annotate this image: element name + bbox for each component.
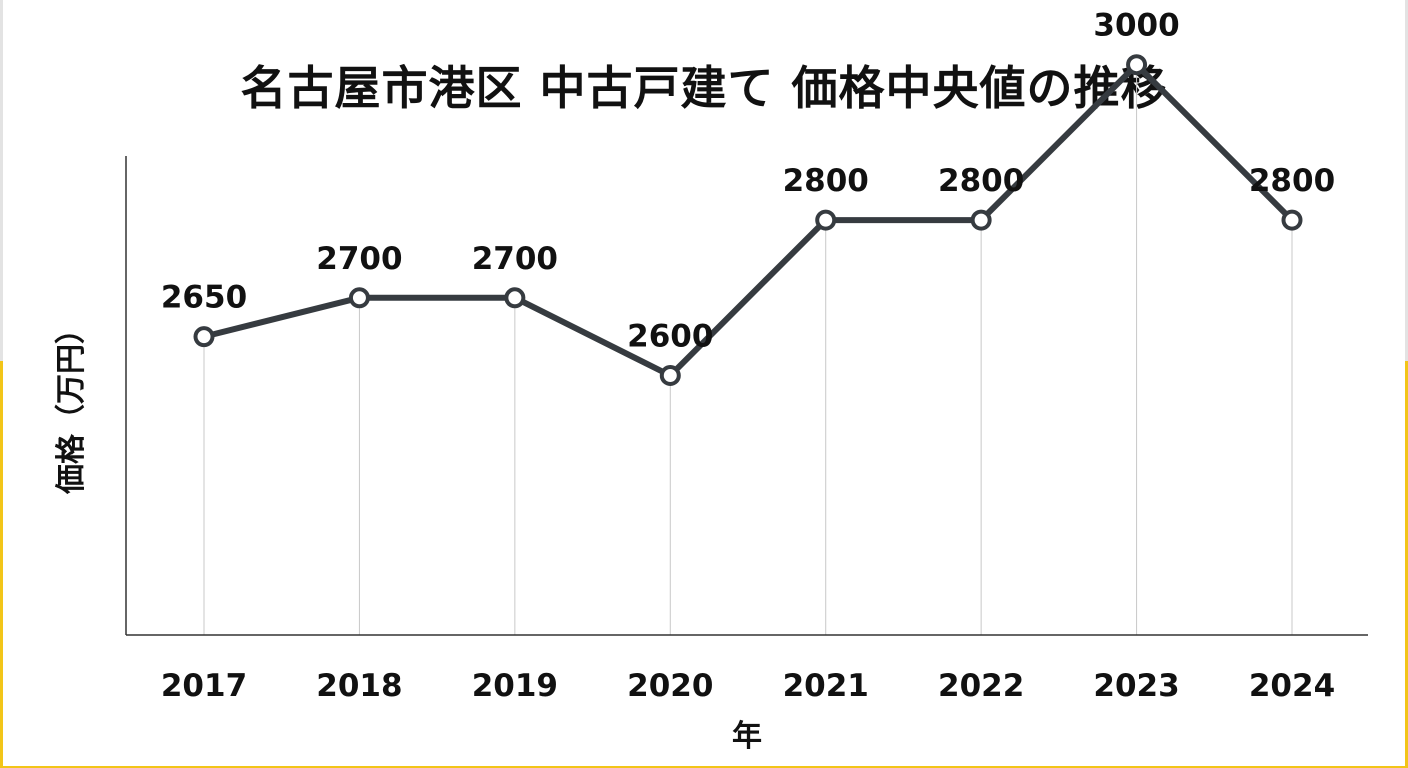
data-label-2022: 2800 [938, 163, 1024, 199]
data-point-2017 [193, 326, 215, 348]
x-axis-title: 年 [732, 719, 762, 754]
series-line-price [201, 61, 1295, 379]
data-label-2018: 2700 [316, 241, 402, 277]
bottom-edge-border [0, 766, 1408, 768]
left-edge-border [0, 0, 3, 768]
data-label-2017: 2650 [161, 280, 247, 316]
right-edge-border [1405, 0, 1408, 768]
data-point-2021 [815, 209, 837, 231]
data-labels: 2650 2700 2700 2600 2800 2800 3000 2800 [161, 8, 1335, 355]
data-label-2020: 2600 [627, 319, 713, 355]
data-label-2023: 3000 [1093, 8, 1179, 44]
data-point-2023 [1126, 54, 1148, 76]
x-tick-label-2018: 2018 [316, 668, 402, 704]
data-point-2020 [659, 365, 681, 386]
x-tick-label-2019: 2019 [472, 668, 558, 704]
data-point-2018 [348, 287, 370, 309]
x-tick-label-2022: 2022 [938, 668, 1024, 704]
data-label-2021: 2800 [783, 163, 869, 199]
x-tick-label-2023: 2023 [1093, 668, 1179, 704]
data-point-2019 [504, 287, 526, 309]
data-label-2019: 2700 [472, 241, 558, 277]
x-tick-label-2017: 2017 [161, 668, 247, 704]
data-point-2024 [1281, 209, 1303, 231]
data-label-2024: 2800 [1249, 163, 1335, 199]
data-points [193, 54, 1303, 386]
x-tick-label-2024: 2024 [1249, 668, 1335, 704]
x-tick-label-2021: 2021 [783, 668, 869, 704]
grid-lines [203, 64, 1293, 635]
data-point-2022 [970, 209, 992, 231]
y-axis-title: 価格（万円） [54, 314, 89, 495]
x-tick-label-2020: 2020 [627, 668, 713, 704]
chart-title: 名古屋市港区 中古戸建て 価格中央値の推移 [240, 61, 1168, 115]
x-tick-labels: 2017 2018 2019 2020 2021 2022 2023 2024 [161, 668, 1335, 704]
